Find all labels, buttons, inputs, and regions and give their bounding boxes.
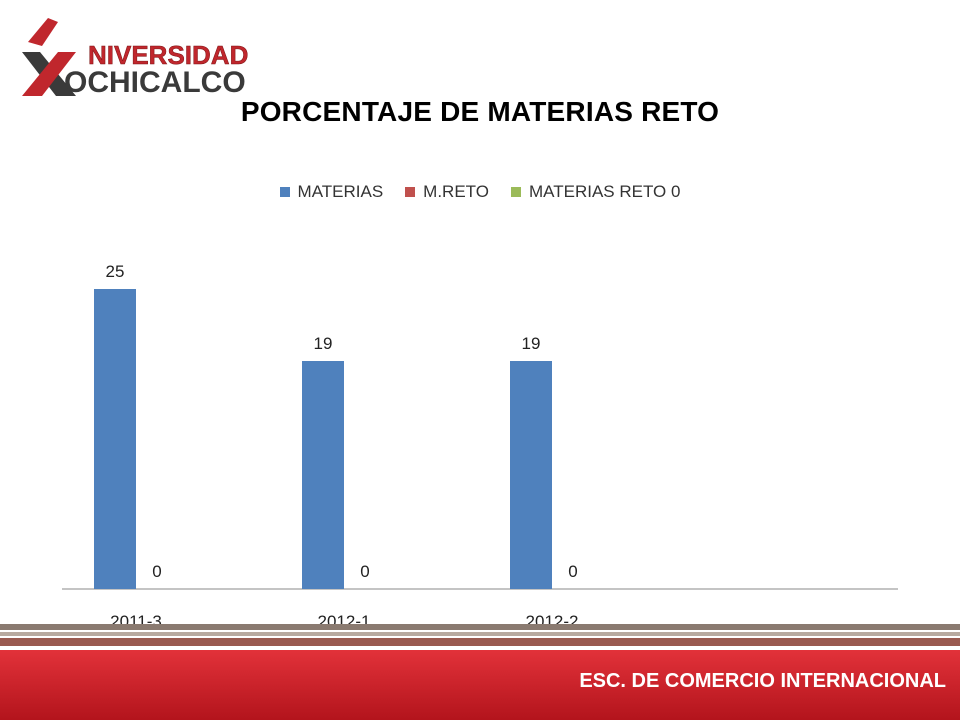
svg-text:NIVERSIDAD: NIVERSIDAD (88, 40, 248, 70)
university-logo: NIVERSIDAD OCHICALCO (22, 18, 249, 98)
data-label-materias-2011-3: 25 (106, 262, 125, 281)
footer-band (0, 624, 960, 720)
svg-text:OCHICALCO: OCHICALCO (64, 66, 246, 98)
legend-label-materias-reto-0: MATERIAS RETO 0 (528, 182, 681, 201)
bar-materias-2011-3 (94, 289, 136, 589)
bar-materias-2012-1 (302, 361, 344, 589)
legend-swatch-materias (279, 187, 290, 197)
legend-swatch-m-reto (405, 187, 416, 197)
chart-legend: MATERIAS M.RETO MATERIAS RETO 0 (0, 182, 960, 202)
data-label-m-reto-2011-3: 0 (152, 562, 161, 581)
legend-item-m-reto: M.RETO (405, 182, 489, 202)
data-label-m-reto-2012-2: 0 (568, 562, 577, 581)
data-label-materias-2012-1: 19 (314, 334, 333, 353)
footer-school-name: ESC. DE COMERCIO INTERNACIONAL (579, 670, 946, 692)
chart-title: PORCENTAJE DE MATERIAS RETO (240, 96, 720, 127)
legend-item-materias-reto-0: MATERIAS RETO 0 (510, 182, 681, 202)
legend-label-materias: MATERIAS (297, 182, 384, 201)
data-label-m-reto-2012-1: 0 (360, 562, 369, 581)
legend-item-materias: MATERIAS (279, 182, 384, 202)
legend-label-m-reto: M.RETO (423, 182, 489, 201)
bar-materias-2012-2 (510, 361, 552, 589)
data-label-materias-2012-2: 19 (522, 334, 541, 353)
legend-swatch-materias-reto-0 (510, 187, 521, 197)
